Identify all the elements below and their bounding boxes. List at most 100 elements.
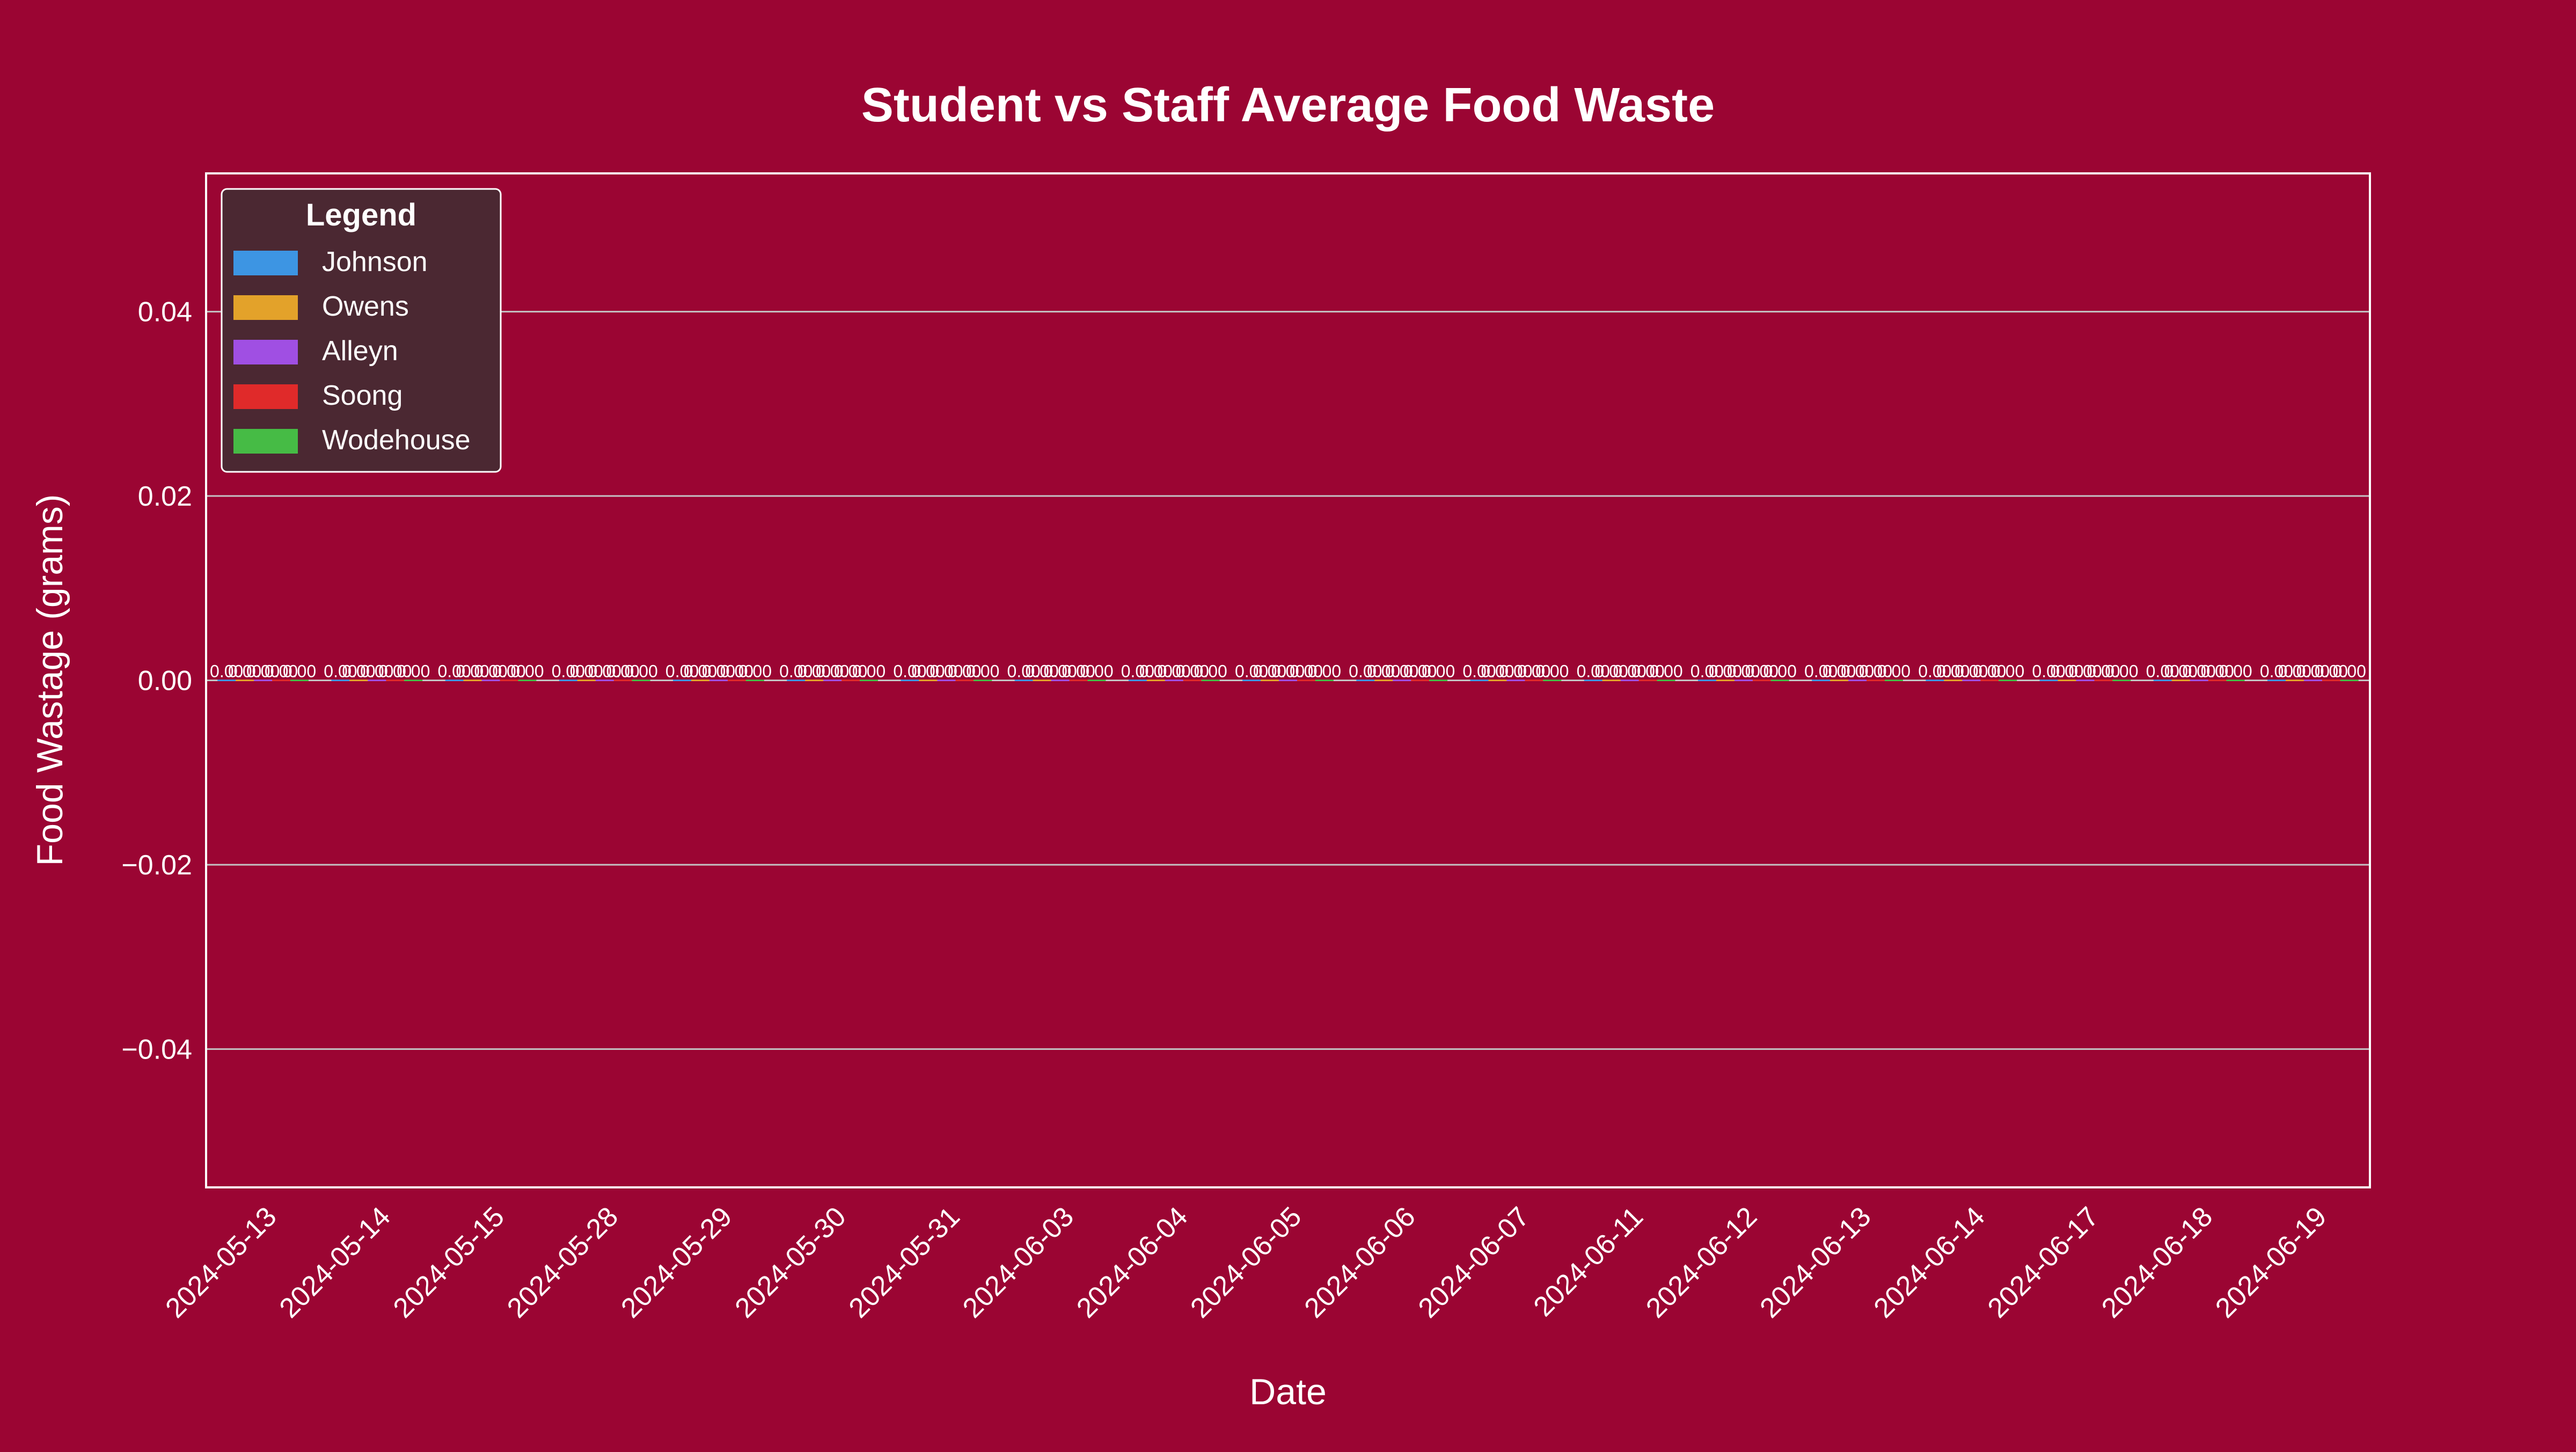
bar-value-label: 0.00 [1176,662,1209,681]
bar-wodehouse [1884,680,1903,681]
bar-alleyn [1393,680,1411,681]
bar-alleyn [2190,680,2208,681]
bar-value-label: 0.00 [1745,662,1779,681]
bar-johnson [217,680,236,681]
bar-soong [2094,680,2113,681]
bar-owens [1261,680,1279,681]
bar-value-label: 0.00 [552,662,585,681]
bar-value-label: 0.00 [1841,662,1874,681]
data-labels-layer: 0.000.000.000.000.00 0.000.000.000.000.00… [210,662,2366,681]
bar-alleyn [481,680,500,681]
bar-johnson [1128,680,1147,681]
bar-value-label: 0.00 [1973,662,2006,681]
bar-wodehouse [404,680,423,681]
bar-value-label: 0.00 [1025,662,1058,681]
bar-wodehouse [1201,680,1220,681]
bar-value-label: 0.00 [378,662,412,681]
legend-label: Wodehouse [322,425,471,456]
bar-value-label: 0.00 [1080,662,1113,681]
bar-value-label: 0.00 [1158,662,1191,681]
bar-johnson [445,680,464,681]
bar-alleyn [368,680,386,681]
bar-owens [2285,680,2304,681]
bar-wodehouse [860,680,879,681]
bar-owens [1488,680,1507,681]
bar-value-label: 0.00 [1595,662,1628,681]
bar-alleyn [1051,680,1070,681]
bar-value-label: 0.00 [1481,662,1514,681]
bar-soong [1069,680,1088,681]
bar-johnson [1356,680,1375,681]
bar-value-label: 0.00 [930,662,963,681]
bar-johnson [2267,680,2286,681]
bar-value-label: 0.00 [893,662,926,681]
bar-value-label: 0.00 [1955,662,1988,681]
bar-johnson [1926,680,1944,681]
bar-owens [1602,680,1621,681]
bar-value-label: 0.00 [911,662,945,681]
bar-owens [463,680,482,681]
bar-value-label: 0.00 [265,662,298,681]
y-tick-label: −0.02 [121,850,192,881]
bar-value-label: 0.00 [1804,662,1838,681]
bar-value-label: 0.00 [324,662,357,681]
bar-soong [1297,680,1315,681]
bar-value-label: 0.00 [456,662,489,681]
bar-value-label: 0.00 [1403,662,1437,681]
bar-wodehouse [290,680,309,681]
bar-value-label: 0.00 [966,662,999,681]
bar-alleyn [937,680,956,681]
bar-wodehouse [974,680,992,681]
bar-alleyn [2076,680,2095,681]
bar-value-label: 0.00 [2315,662,2348,681]
bar-johnson [1584,680,1602,681]
bar-value-label: 0.00 [360,662,393,681]
bar-value-label: 0.00 [246,662,280,681]
bar-wodehouse [1657,680,1675,681]
bar-value-label: 0.00 [1271,662,1305,681]
bar-wodehouse [2112,680,2131,681]
chart-title: Student vs Staff Average Food Waste [861,78,1715,132]
bar-soong [727,680,746,681]
bar-value-label: 0.00 [1062,662,1095,681]
bar-owens [2058,680,2076,681]
bar-wodehouse [1770,680,1789,681]
bar-value-label: 0.00 [2333,662,2366,681]
bar-value-label: 0.00 [720,662,753,681]
bar-owens [919,680,938,681]
bar-johnson [787,680,806,681]
bar-value-label: 0.00 [228,662,261,681]
bar-value-label: 0.00 [1499,662,1532,681]
bar-alleyn [1279,680,1297,681]
bar-soong [955,680,974,681]
bar-alleyn [823,680,842,681]
bar-owens [1716,680,1735,681]
legend-label: Soong [322,380,402,411]
bar-soong [1980,680,1999,681]
y-axis-label: Food Wastage (grams) [30,494,70,866]
bar-value-label: 0.00 [1577,662,1610,681]
bar-value-label: 0.00 [1043,662,1077,681]
bar-owens [577,680,596,681]
bar-value-label: 0.00 [625,662,658,681]
bar-owens [1033,680,1051,681]
bar-value-label: 0.00 [665,662,699,681]
bar-johnson [1697,680,1716,681]
bar-value-label: 0.00 [1535,662,1569,681]
bar-value-label: 0.00 [1253,662,1286,681]
bar-value-label: 0.00 [2200,662,2234,681]
bar-value-label: 0.00 [1877,662,1911,681]
bar-soong [1752,680,1771,681]
bar-owens [1944,680,1963,681]
bar-value-label: 0.00 [1631,662,1664,681]
bar-soong [2208,680,2227,681]
legend-swatch-alleyn [233,340,298,364]
bar-value-label: 0.00 [210,662,243,681]
bar-value-label: 0.00 [2105,662,2138,681]
bar-wodehouse [1315,680,1334,681]
y-tick-label: −0.04 [121,1034,192,1065]
bar-wodehouse [1429,680,1448,681]
bar-value-label: 0.00 [342,662,375,681]
bar-value-label: 0.00 [1859,662,1892,681]
